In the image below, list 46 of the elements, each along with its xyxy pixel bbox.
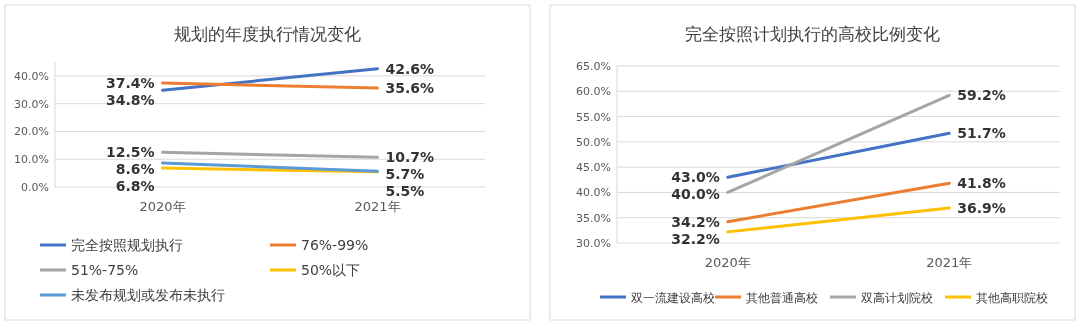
data-label: 59.2% xyxy=(957,87,1006,104)
y-tick-label: 30.0% xyxy=(14,97,49,111)
legend-label: 未发布规划或发布未执行 xyxy=(71,287,225,303)
chart-title: 完全按照计划执行的高校比例变化 xyxy=(685,24,940,44)
data-label: 34.2% xyxy=(671,213,720,230)
data-label: 40.0% xyxy=(671,186,720,203)
y-tick-label: 0.0% xyxy=(21,181,49,194)
x-tick-label: 2020年 xyxy=(704,255,751,270)
data-label: 10.7% xyxy=(385,149,435,166)
y-tick-label: 60.0% xyxy=(576,85,611,99)
chart-title: 规划的年度执行情况变化 xyxy=(174,24,361,44)
data-label: 43.0% xyxy=(671,169,720,186)
data-label: 36.9% xyxy=(957,200,1006,217)
data-label: 34.8% xyxy=(105,92,155,109)
x-tick-label: 2021年 xyxy=(926,255,973,270)
legend-label: 50%以下 xyxy=(301,262,361,278)
data-label: 5.5% xyxy=(385,183,425,200)
legend-label: 其他高职院校 xyxy=(976,291,1048,305)
data-label: 12.5% xyxy=(105,144,155,161)
y-tick-label: 45.0% xyxy=(576,161,611,175)
data-label: 6.8% xyxy=(115,178,155,195)
y-tick-label: 35.0% xyxy=(576,211,611,225)
x-tick-label: 2021年 xyxy=(354,199,401,214)
data-label: 5.7% xyxy=(385,166,425,183)
legend-label: 双高计划院校 xyxy=(861,291,933,305)
y-tick-label: 55.0% xyxy=(576,110,611,124)
y-tick-label: 20.0% xyxy=(14,125,49,139)
y-tick-label: 40.0% xyxy=(14,69,49,83)
y-tick-label: 10.0% xyxy=(14,153,49,167)
y-tick-label: 30.0% xyxy=(576,237,611,250)
data-label: 42.6% xyxy=(385,60,435,77)
data-label: 37.4% xyxy=(105,75,155,92)
legend-label: 76%-99% xyxy=(301,237,369,253)
x-tick-label: 2020年 xyxy=(139,199,186,214)
y-tick-label: 50.0% xyxy=(576,135,611,149)
legend-label: 完全按照规划执行 xyxy=(71,237,183,253)
legend-label: 其他普通高校 xyxy=(746,291,818,305)
data-label: 8.6% xyxy=(115,161,155,178)
legend-label: 双一流建设高校 xyxy=(631,291,715,305)
data-label: 41.8% xyxy=(957,175,1006,192)
legend-label: 51%-75% xyxy=(71,262,139,278)
data-label: 32.2% xyxy=(671,230,720,247)
y-tick-label: 65.0% xyxy=(576,60,611,73)
y-tick-label: 40.0% xyxy=(576,186,611,200)
data-label: 51.7% xyxy=(957,125,1006,142)
data-label: 35.6% xyxy=(385,80,435,97)
